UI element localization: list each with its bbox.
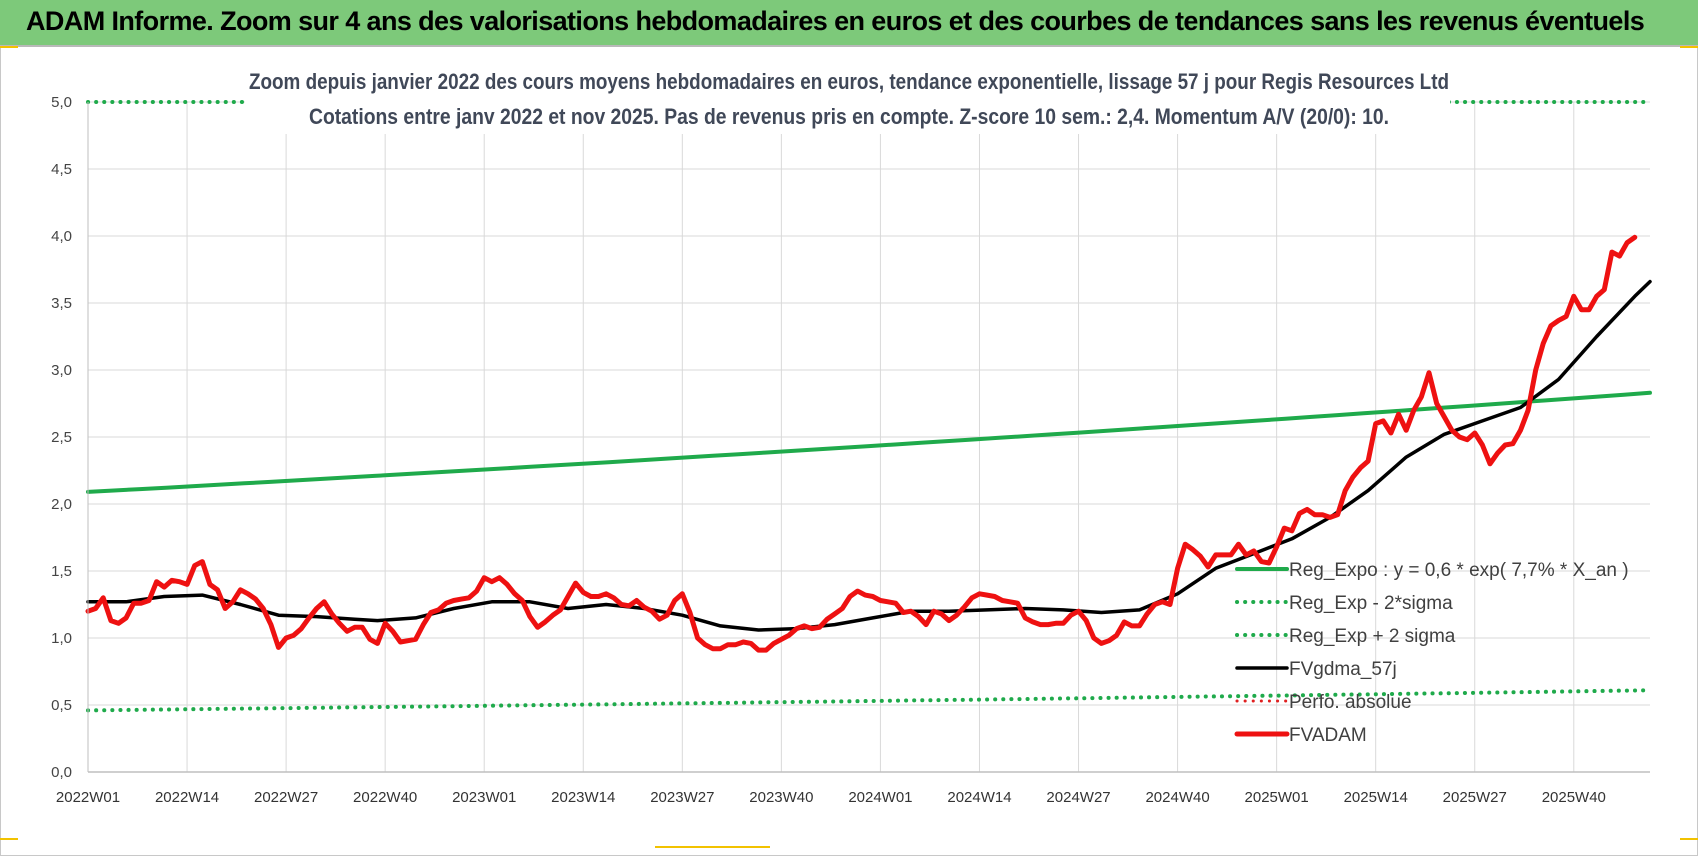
legend-label-perfo-absolue: Perfo. absolue: [1289, 692, 1412, 713]
title-block: Zoom depuis janvier 2022 des cours moyen…: [245, 64, 1450, 134]
y-tick-label: 2,5: [51, 429, 72, 446]
chart-title: Zoom depuis janvier 2022 des cours moyen…: [249, 69, 1449, 94]
series-line-fvadam: [85, 234, 1638, 653]
series-line-reg-exp-minus-2sigma: [86, 688, 1652, 713]
x-tick-label: 2025W14: [1344, 789, 1408, 806]
x-tick-label: 2023W14: [551, 789, 615, 806]
x-tick-label: 2023W01: [452, 789, 516, 806]
corner-tick-bottom-mid: [655, 846, 770, 848]
x-tick-label: 2022W14: [155, 789, 219, 806]
y-tick-label: 5,0: [51, 94, 72, 111]
legend-box: [1229, 551, 1614, 753]
x-tick-label: 2022W40: [353, 789, 417, 806]
y-tick-label: 0,0: [51, 764, 72, 781]
x-tick-label: 2022W27: [254, 789, 318, 806]
x-tick-label: 2023W40: [749, 789, 813, 806]
legend-label-fvadam: FVADAM: [1289, 725, 1367, 746]
corner-tick-left: [0, 46, 18, 48]
legend-label-fvgdma-57j: FVgdma_57j: [1289, 659, 1397, 680]
grid: [87, 101, 1650, 773]
y-tick-label: 3,5: [51, 295, 72, 312]
y-tick-label: 1,0: [51, 630, 72, 647]
x-tick-label: 2023W27: [650, 789, 714, 806]
y-tick-label: 2,0: [51, 496, 72, 513]
y-tick-label: 4,5: [51, 161, 72, 178]
axes: 0,0 0,5 1,0 1,5 2,0 2,5 3,0 3,5 4,0 4,5 5,0 2022W01…: [51, 94, 1650, 806]
x-tick-label: 2025W40: [1542, 789, 1606, 806]
y-tick-label: 0,5: [51, 697, 72, 714]
x-tick-label: 2024W01: [848, 789, 912, 806]
x-tick-label: 2024W14: [947, 789, 1011, 806]
banner-title: ADAM Informe. Zoom sur 4 ans des valoris…: [26, 6, 1645, 36]
x-tick-label: 2025W27: [1443, 789, 1507, 806]
x-tick-label: 2025W01: [1245, 789, 1309, 806]
x-tick-label: 2022W01: [56, 789, 120, 806]
banner: ADAM Informe. Zoom sur 4 ans des valoris…: [0, 0, 1698, 47]
corner-tick-bottom-left: [0, 838, 18, 840]
y-tick-label: 1,5: [51, 563, 72, 580]
legend-label-reg-expo: Reg_Expo : y = 0,6 * exp( 7,7% * X_an ): [1289, 560, 1629, 581]
corner-tick-bottom-right: [1680, 838, 1698, 840]
legend-label-reg-exp-minus-2sigma: Reg_Exp - 2*sigma: [1289, 593, 1453, 614]
series-line-reg-expo: [86, 390, 1652, 494]
y-tick-label: 3,0: [51, 362, 72, 379]
y-tick-label: 4,0: [51, 228, 72, 245]
x-tick-label: 2024W40: [1145, 789, 1209, 806]
corner-tick-right: [1680, 46, 1698, 48]
chart-subtitle: Cotations entre janv 2022 et nov 2025. P…: [309, 104, 1389, 129]
series-line-fvgdma-57j: [86, 279, 1652, 632]
title-backdrop: [245, 64, 1450, 134]
x-tick-label: 2024W27: [1046, 789, 1110, 806]
legend: Reg_Expo : y = 0,6 * exp( 7,7% * X_an ) R…: [1229, 551, 1629, 753]
legend-label-reg-exp-plus-2sigma: Reg_Exp + 2 sigma: [1289, 626, 1456, 647]
